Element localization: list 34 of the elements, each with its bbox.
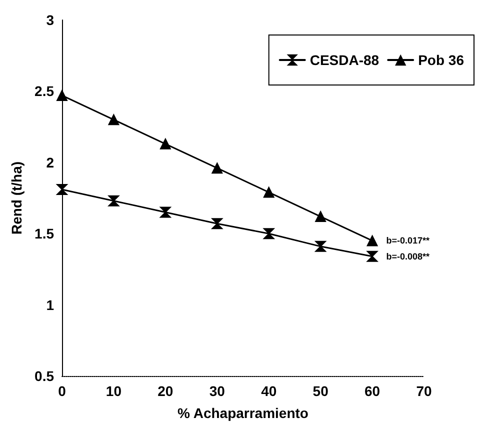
point [315, 211, 326, 222]
point [56, 90, 68, 101]
x-tick-label: 10 [106, 383, 122, 399]
annotation: b=-0.017** [386, 236, 430, 246]
point [366, 235, 378, 246]
x-tick-label: 30 [209, 383, 226, 399]
point [56, 184, 68, 195]
point [108, 195, 120, 206]
point [263, 228, 274, 240]
point [160, 138, 171, 150]
x-tick-label: 70 [416, 383, 432, 399]
legend-label: Pob 36 [418, 52, 464, 68]
x-tick-label: 20 [158, 383, 174, 399]
y-axis-title: Rend (t/ha) [8, 161, 25, 235]
point [212, 162, 223, 174]
point [315, 240, 326, 252]
point [263, 186, 274, 198]
x-tick-label: 50 [312, 383, 329, 399]
y-tick-label: 2.5 [34, 83, 54, 100]
x-tick-label: 0 [58, 383, 66, 399]
y-tick-label: 1.5 [34, 226, 54, 242]
point [160, 206, 171, 218]
point [366, 250, 378, 262]
x-tick-label: 60 [364, 383, 380, 399]
y-tick-label: 0.5 [34, 368, 54, 384]
y-tick-label: 1 [46, 296, 54, 313]
x-tick-label: 40 [261, 383, 277, 399]
legend-label: CESDA-88 [310, 52, 380, 68]
point [212, 218, 223, 230]
y-tick-label: 2 [46, 154, 54, 170]
y-tick-label: 3 [46, 12, 54, 28]
annotation: b=-0.008** [386, 251, 430, 262]
x-axis-title: % Achaparramiento [178, 405, 308, 421]
point [108, 114, 120, 126]
